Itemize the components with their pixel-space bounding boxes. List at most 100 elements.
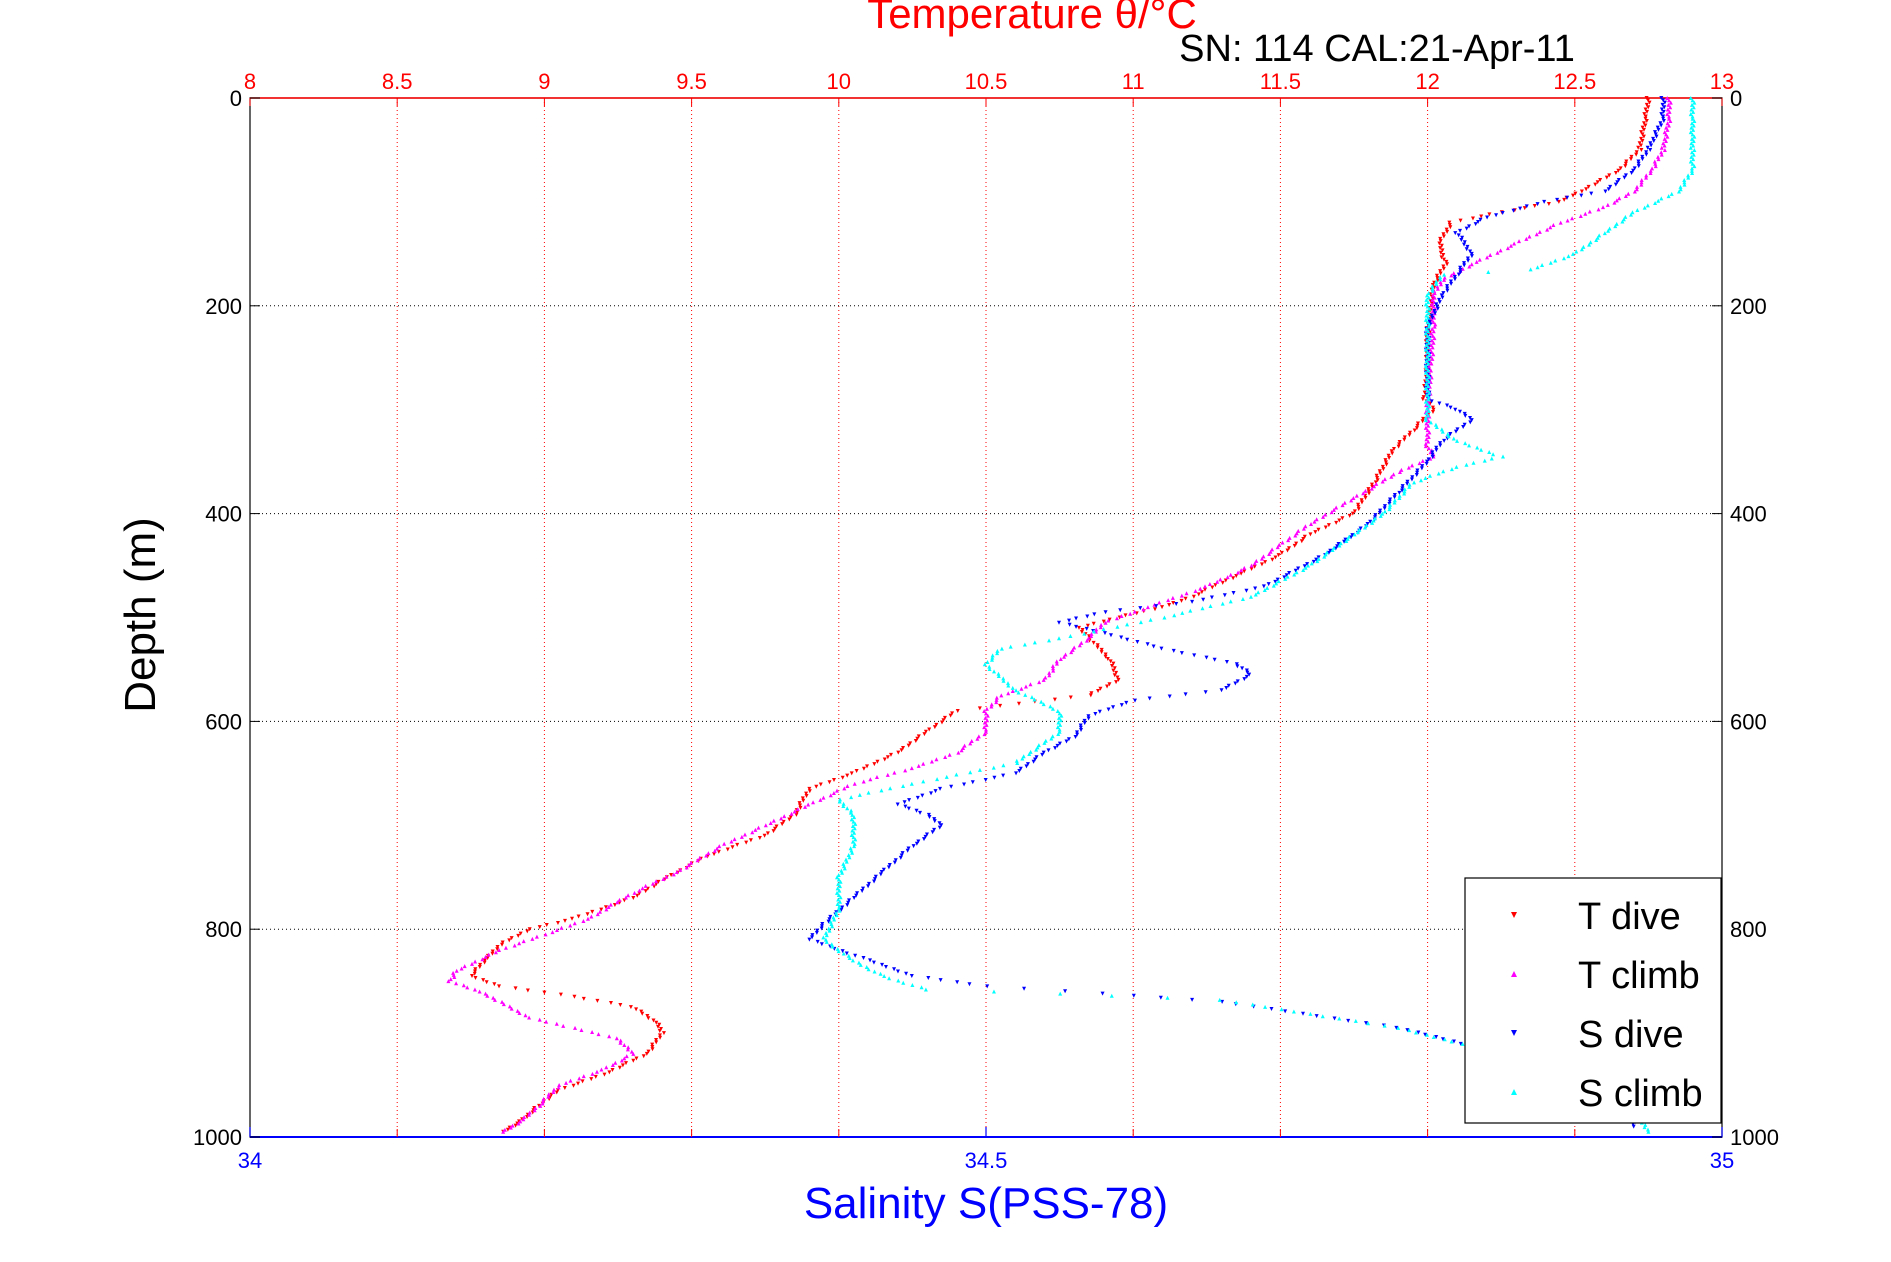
data-point <box>1008 644 1013 649</box>
data-point <box>1078 725 1083 730</box>
data-point <box>1145 605 1150 610</box>
data-point <box>1438 269 1443 274</box>
data-point <box>1664 139 1669 144</box>
data-point <box>1303 524 1308 529</box>
data-point <box>1141 607 1146 612</box>
data-point <box>1463 413 1468 418</box>
data-point <box>483 954 488 959</box>
data-point <box>1034 755 1039 760</box>
data-point <box>872 762 877 767</box>
data-point <box>1082 718 1087 723</box>
data-point <box>1621 217 1626 222</box>
data-point <box>996 674 1001 679</box>
data-point <box>1629 212 1634 217</box>
data-point <box>452 974 457 979</box>
data-point <box>1438 236 1443 241</box>
data-point <box>1366 1021 1371 1026</box>
data-point <box>1055 725 1060 730</box>
data-point <box>1363 496 1368 501</box>
data-point <box>1224 686 1229 691</box>
data-point <box>564 1080 569 1085</box>
data-point <box>1006 681 1011 686</box>
data-point <box>873 874 878 879</box>
data-point <box>923 729 928 734</box>
data-point <box>1424 297 1429 302</box>
data-point <box>878 971 883 976</box>
data-point <box>594 1069 599 1074</box>
data-point <box>1314 517 1319 522</box>
data-point <box>1302 564 1307 569</box>
data-point <box>1356 507 1361 512</box>
data-point <box>1441 232 1446 237</box>
data-point <box>1434 445 1439 450</box>
data-point <box>1128 611 1133 616</box>
data-point <box>1321 514 1326 519</box>
data-point <box>882 757 887 762</box>
data-point <box>879 788 884 793</box>
data-point <box>838 899 842 904</box>
data-point <box>1410 475 1415 480</box>
data-point <box>598 909 603 914</box>
data-point <box>742 832 747 837</box>
data-point <box>1086 714 1091 719</box>
data-point <box>1423 363 1428 368</box>
data-point <box>1107 682 1112 687</box>
data-point <box>1402 489 1407 494</box>
data-point <box>1623 161 1628 166</box>
data-point <box>846 852 851 857</box>
data-point <box>1101 619 1106 624</box>
data-point <box>1678 184 1683 189</box>
data-point <box>1228 572 1233 577</box>
data-point <box>1228 599 1233 604</box>
data-point <box>1624 159 1629 164</box>
data-point <box>1020 756 1025 761</box>
data-point <box>517 941 522 946</box>
data-point <box>1445 288 1450 293</box>
data-point <box>1240 666 1245 671</box>
data-point <box>842 866 847 871</box>
data-point <box>868 958 873 963</box>
data-point <box>1667 114 1672 119</box>
data-point <box>854 893 859 898</box>
data-point <box>461 983 466 988</box>
data-point <box>914 841 919 846</box>
data-point <box>1426 379 1431 384</box>
data-point <box>1622 175 1627 180</box>
data-point <box>838 797 842 802</box>
data-point <box>748 838 753 843</box>
data-point <box>841 804 846 809</box>
data-point <box>990 657 995 662</box>
data-point <box>1642 121 1647 126</box>
data-point <box>852 896 857 901</box>
data-point <box>1133 698 1137 703</box>
data-point <box>942 715 947 720</box>
data-point <box>1249 567 1254 572</box>
data-point <box>1445 229 1450 234</box>
data-point <box>1452 277 1457 282</box>
data-point <box>1571 251 1575 256</box>
data-point <box>1426 300 1431 305</box>
data-point <box>1270 557 1275 562</box>
data-point <box>1406 465 1411 470</box>
data-point <box>1439 255 1444 260</box>
data-point <box>918 810 923 815</box>
data-point <box>1424 411 1429 416</box>
data-point <box>985 660 990 665</box>
data-point <box>1454 464 1459 469</box>
data-point <box>1691 157 1696 162</box>
data-point <box>1661 119 1666 124</box>
data-point <box>1434 302 1439 307</box>
data-point <box>1447 222 1452 227</box>
data-point <box>1639 130 1644 135</box>
data-point <box>1441 266 1446 271</box>
data-point <box>824 933 829 938</box>
data-point <box>1542 199 1547 204</box>
data-point <box>1382 504 1387 509</box>
data-point <box>1435 306 1440 311</box>
data-point <box>1579 189 1584 194</box>
data-point <box>1426 315 1431 320</box>
data-point <box>849 817 854 822</box>
data-point <box>568 923 573 928</box>
data-point <box>906 846 911 851</box>
data-point <box>1440 1037 1445 1042</box>
